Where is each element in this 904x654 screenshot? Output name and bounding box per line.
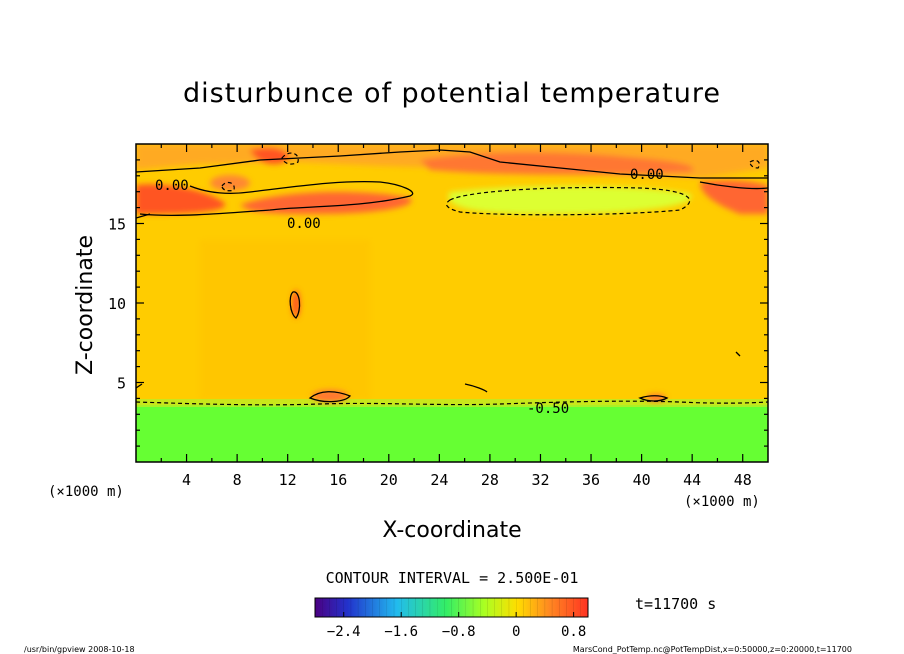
colorbar-tick-label: −2.4 [327,624,361,640]
colorbar [314,597,589,618]
x-tick-label: 12 [279,471,297,489]
contour-label-3: -0.50 [527,401,569,417]
colorbar-tick-label: 0 [512,624,520,640]
y-axis-label: Z-coordinate [73,235,98,375]
x-tick-label: 24 [430,471,448,489]
x-tick-label: 16 [329,471,347,489]
colorbar-ticks: −2.4 −1.6 −0.8 0 0.8 [327,612,586,640]
field-transition-band [136,399,768,407]
contour-label-0: 0.00 [155,178,189,194]
field-negative-layer [136,405,768,462]
contour-interval-label: CONTOUR INTERVAL = 2.500E-01 [326,569,579,587]
x-axis-label: X-coordinate [382,518,521,543]
x-tick-label: 8 [233,471,242,489]
contour-lines [136,149,768,403]
x-tick-label: 40 [633,471,651,489]
x-tick-label: 4 [182,471,191,489]
y-tick-label: 10 [108,295,126,313]
x-tick-label: 48 [734,471,752,489]
y-tick-label: 5 [117,375,126,393]
colorbar-tick-label: −1.6 [384,624,418,640]
colorbar-tick-label: −0.8 [442,624,476,640]
y-tick-label: 15 [108,216,126,234]
footer-right: MarsCond_PotTemp.nc@PotTempDist,x=0:5000… [573,645,852,654]
x-tick-label: 20 [380,471,398,489]
contour-dashed [136,152,768,406]
x-tick-label: 32 [531,471,549,489]
chart-title: disturbunce of potential temperature [183,78,721,109]
field-mid-shade [200,240,370,400]
x-tick-label: 28 [481,471,499,489]
footer-left: /usr/bin/gpview 2008-10-18 [24,645,135,654]
x-tick-label: 44 [683,471,701,489]
time-label: t=11700 s [635,595,716,613]
plot-area: 0.00 0.00 0.00 -0.50 [136,144,768,462]
colorbar-stripes [322,598,581,617]
warm-band-top [136,144,768,214]
x-tick-label: 36 [582,471,600,489]
x-unit-left: (×1000 m) [48,484,124,500]
x-unit-right: (×1000 m) [684,494,760,510]
colorbar-tick-label: 0.8 [561,624,586,640]
contour-label-1: 0.00 [287,216,321,232]
contour-label-2: 0.00 [630,167,664,183]
